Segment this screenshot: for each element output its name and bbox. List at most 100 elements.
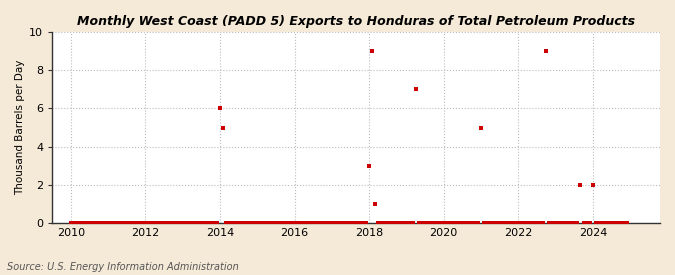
Point bbox=[547, 221, 558, 225]
Point bbox=[407, 221, 418, 225]
Point bbox=[504, 221, 514, 225]
Point bbox=[280, 221, 291, 225]
Point bbox=[78, 221, 88, 225]
Point bbox=[416, 221, 427, 225]
Point bbox=[370, 202, 381, 206]
Y-axis label: Thousand Barrels per Day: Thousand Barrels per Day bbox=[15, 60, 25, 195]
Point bbox=[103, 221, 113, 225]
Point bbox=[218, 125, 229, 130]
Point bbox=[441, 221, 452, 225]
Point bbox=[389, 221, 400, 225]
Point bbox=[616, 221, 626, 225]
Point bbox=[323, 221, 334, 225]
Point bbox=[109, 221, 119, 225]
Point bbox=[149, 221, 160, 225]
Point bbox=[255, 221, 266, 225]
Point bbox=[364, 164, 375, 168]
Point bbox=[311, 221, 322, 225]
Point bbox=[81, 221, 92, 225]
Point bbox=[236, 221, 247, 225]
Point bbox=[572, 221, 583, 225]
Point bbox=[115, 221, 126, 225]
Point bbox=[234, 221, 244, 225]
Point bbox=[90, 221, 101, 225]
Point bbox=[283, 221, 294, 225]
Point bbox=[494, 221, 505, 225]
Point bbox=[320, 221, 331, 225]
Point bbox=[585, 221, 595, 225]
Point bbox=[137, 221, 148, 225]
Point bbox=[106, 221, 117, 225]
Point bbox=[84, 221, 95, 225]
Point bbox=[296, 221, 306, 225]
Point bbox=[469, 221, 480, 225]
Point bbox=[298, 221, 309, 225]
Point bbox=[143, 221, 154, 225]
Point bbox=[488, 221, 499, 225]
Point bbox=[420, 221, 431, 225]
Point bbox=[556, 221, 567, 225]
Point bbox=[566, 221, 576, 225]
Point bbox=[265, 221, 275, 225]
Point bbox=[426, 221, 437, 225]
Point bbox=[196, 221, 207, 225]
Point bbox=[531, 221, 542, 225]
Point bbox=[544, 221, 555, 225]
Point bbox=[348, 221, 359, 225]
Point bbox=[591, 221, 601, 225]
Point bbox=[401, 221, 412, 225]
Point bbox=[476, 125, 487, 130]
Point bbox=[423, 221, 433, 225]
Point bbox=[178, 221, 188, 225]
Point bbox=[342, 221, 353, 225]
Point bbox=[258, 221, 269, 225]
Point bbox=[202, 221, 213, 225]
Point bbox=[410, 87, 421, 92]
Point bbox=[529, 221, 539, 225]
Point bbox=[507, 221, 518, 225]
Point bbox=[376, 221, 387, 225]
Point bbox=[538, 221, 549, 225]
Point bbox=[429, 221, 440, 225]
Point bbox=[603, 221, 614, 225]
Point bbox=[358, 221, 369, 225]
Point bbox=[385, 221, 396, 225]
Point bbox=[554, 221, 564, 225]
Point bbox=[451, 221, 462, 225]
Point bbox=[541, 49, 551, 53]
Point bbox=[398, 221, 409, 225]
Point bbox=[75, 221, 86, 225]
Point bbox=[240, 221, 250, 225]
Point bbox=[414, 221, 425, 225]
Point bbox=[333, 221, 344, 225]
Point bbox=[146, 221, 157, 225]
Point bbox=[522, 221, 533, 225]
Point bbox=[93, 221, 104, 225]
Point bbox=[457, 221, 468, 225]
Point bbox=[479, 221, 489, 225]
Point bbox=[227, 221, 238, 225]
Point bbox=[128, 221, 138, 225]
Point bbox=[221, 221, 232, 225]
Point bbox=[131, 221, 142, 225]
Point bbox=[392, 221, 402, 225]
Point bbox=[246, 221, 256, 225]
Point bbox=[510, 221, 520, 225]
Point bbox=[215, 106, 225, 111]
Point bbox=[460, 221, 471, 225]
Point bbox=[516, 221, 526, 225]
Point bbox=[289, 221, 300, 225]
Point bbox=[317, 221, 328, 225]
Point bbox=[190, 221, 200, 225]
Point bbox=[329, 221, 340, 225]
Point bbox=[587, 183, 598, 187]
Point bbox=[184, 221, 194, 225]
Point bbox=[383, 221, 394, 225]
Point bbox=[445, 221, 456, 225]
Point bbox=[354, 221, 365, 225]
Point bbox=[612, 221, 623, 225]
Point bbox=[209, 221, 219, 225]
Point bbox=[230, 221, 241, 225]
Point bbox=[267, 221, 278, 225]
Point bbox=[72, 221, 82, 225]
